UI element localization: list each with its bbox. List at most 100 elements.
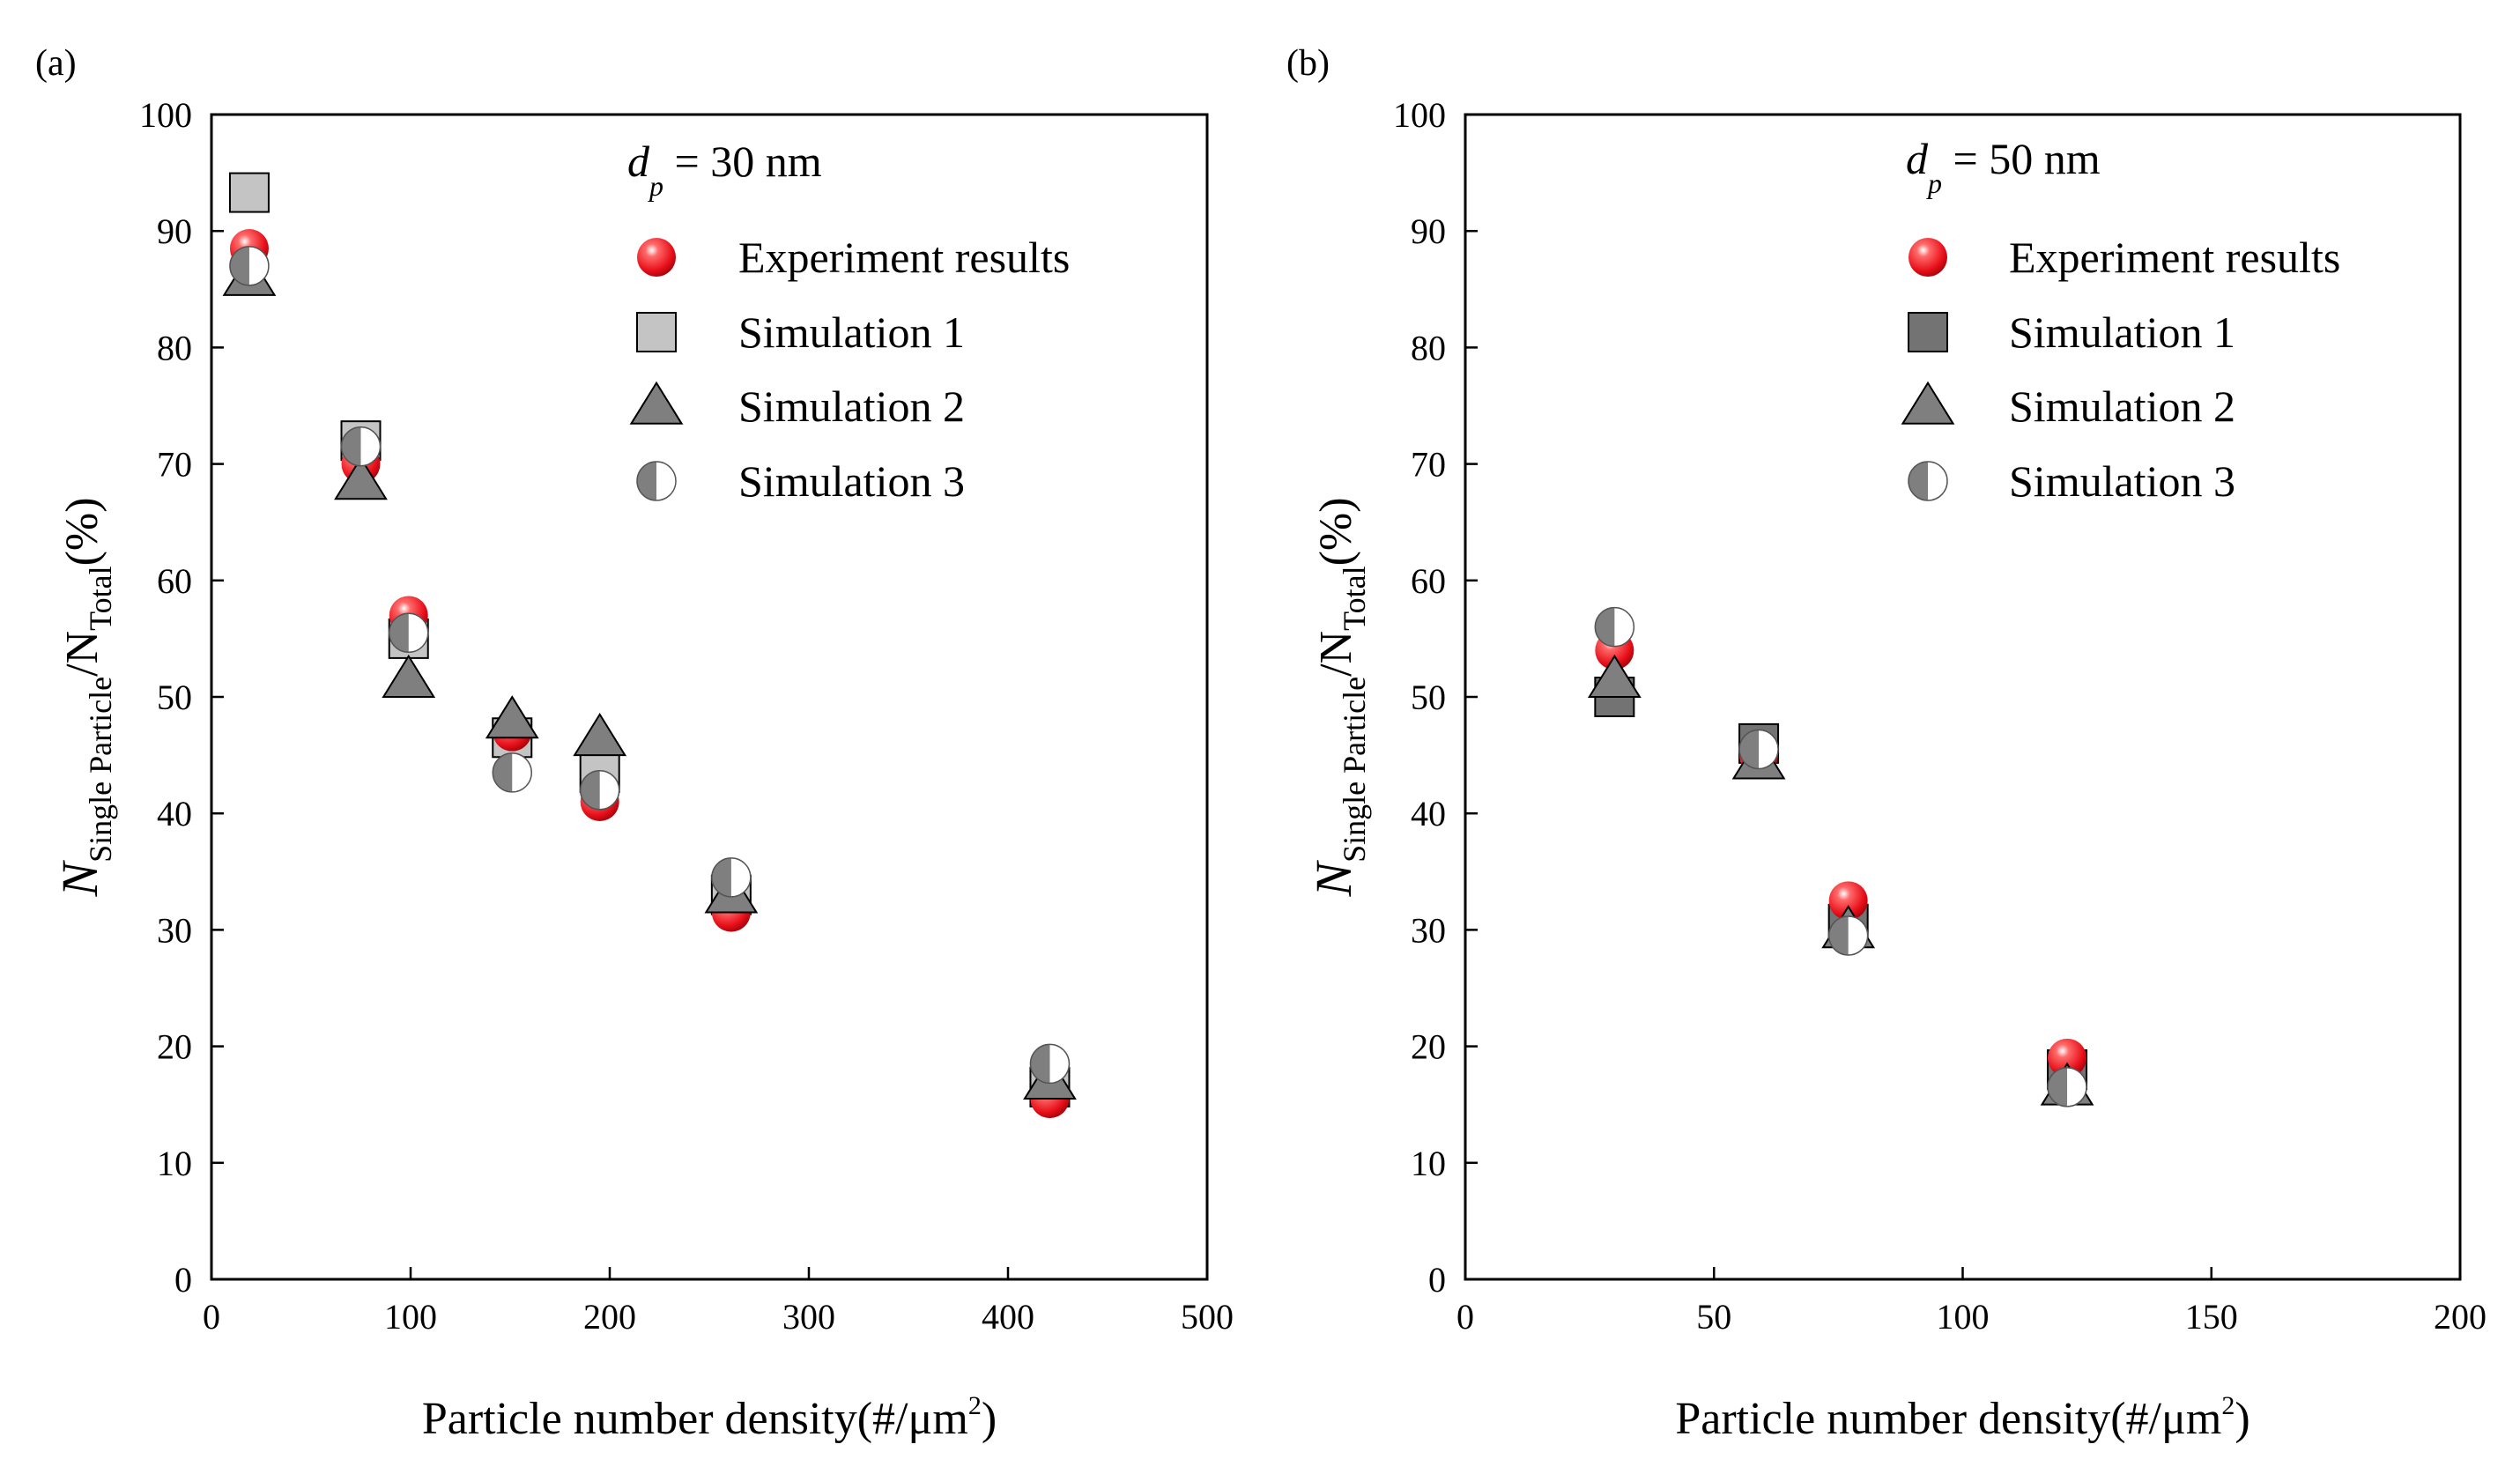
y-tick-label: 80: [1411, 328, 1446, 367]
x-tick-label: 100: [1937, 1297, 1990, 1337]
data-point-half-circle: [2047, 1067, 2087, 1107]
data-point-half-circle-outline: [579, 770, 620, 811]
y-axis-label: NSingle Particle/NTotal(%): [51, 497, 118, 897]
data-point-half-circle-outline: [1594, 606, 1635, 648]
y-tick-label: 70: [157, 445, 192, 485]
data-point-half-circle-dark-half: [1595, 607, 1615, 647]
data-point-triangle: [573, 712, 627, 757]
x-axis-label-sup: 2: [968, 1391, 982, 1420]
data-point-square: [228, 172, 270, 213]
legend-marker: [1908, 312, 1948, 352]
x-tick-label: 200: [2434, 1297, 2487, 1337]
x-axis-label: Particle number density(#/μm2): [422, 1391, 997, 1444]
data-point-triangle: [1587, 654, 1642, 698]
data-point-half-circle-dark-half: [1739, 730, 1760, 769]
y-tick-label: 40: [1411, 794, 1446, 833]
data-point-half-circle-dark-half: [229, 246, 249, 285]
legend-marker-dark-half: [637, 462, 656, 500]
data-point-half-circle: [388, 612, 429, 654]
y-tick-label: 100: [1393, 95, 1446, 135]
legend-marker: [637, 238, 676, 277]
data-point-half-circle-dark-half: [1828, 916, 1849, 956]
y-axis-label-tail: (%): [1311, 497, 1361, 566]
data-point-half-circle-dark-half: [711, 857, 731, 897]
data-point-half-circle-outline: [2047, 1067, 2087, 1107]
y-axis-label-sub2: Total: [1337, 566, 1372, 630]
x-axis-label-text: Particle number density(#/μm: [1675, 1394, 2221, 1444]
panel-label: (a): [35, 43, 77, 84]
data-point-half-circle-outline: [388, 612, 429, 654]
legend-marker-outline: [1908, 461, 1948, 501]
panel-a-chart: (a) 0 10 20 30 40 50 60 70 80 90 100 0 100 200 300 400 50…: [35, 43, 1234, 1444]
y-axis-label-sub: Single Particle: [1337, 677, 1372, 863]
y-tick-label: 90: [1411, 211, 1446, 251]
x-axis-label-close: ): [982, 1394, 997, 1444]
legend-label: Simulation 2: [2009, 381, 2235, 431]
y-axis-label-main: N: [1305, 860, 1362, 898]
y-tick-label: 0: [174, 1260, 192, 1300]
legend-marker: [636, 461, 677, 501]
data-point-half-circle: [1029, 1043, 1071, 1085]
y-tick-label: 60: [1411, 561, 1446, 601]
data-point-sphere: [1828, 881, 1868, 921]
legend-marker: [1908, 461, 1948, 501]
y-tick-label: 20: [157, 1027, 192, 1067]
data-point-triangle: [485, 695, 539, 739]
y-tick-label: 30: [1411, 910, 1446, 950]
data-point-half-circle-dark-half: [493, 752, 513, 792]
y-axis-label: NSingle Particle/NTotal(%): [1305, 497, 1372, 897]
data-point-half-circle-outline: [492, 752, 533, 793]
annotation-text: = 30 nm: [663, 137, 822, 186]
y-tick-label: 0: [1428, 1260, 1446, 1300]
data-point-half-circle: [711, 857, 752, 898]
legend-label: Simulation 3: [738, 456, 965, 506]
legend-label: Simulation 1: [738, 307, 965, 357]
data-point-half-circle-dark-half: [341, 426, 361, 466]
data-point-half-circle-outline: [229, 246, 270, 286]
x-tick-label: 50: [1696, 1297, 1731, 1337]
data-point-half-circle: [340, 426, 382, 467]
data-point-triangle: [382, 654, 436, 698]
annotation-text: = 50 nm: [1942, 134, 2101, 183]
y-axis-label-sub: Single Particle: [83, 677, 118, 863]
annotation-subscript: p: [1926, 167, 1942, 199]
data-point-half-circle-outline: [340, 426, 382, 467]
x-tick-label: 400: [982, 1297, 1034, 1337]
x-tick-label: 0: [1456, 1297, 1474, 1337]
x-tick-label: 500: [1181, 1297, 1234, 1337]
y-axis-label-mid: /N: [57, 631, 107, 677]
legend-label: Simulation 3: [2009, 456, 2235, 506]
data-point-half-circle-outline: [1827, 915, 1869, 956]
data-point-half-circle: [492, 752, 533, 793]
x-tick-label: 150: [2185, 1297, 2238, 1337]
legend-label: Experiment results: [738, 233, 1070, 282]
data-point-half-circle: [579, 770, 620, 811]
legend-marker-dark-half: [1909, 462, 1928, 500]
diameter-annotation: dp = 30 nm: [627, 137, 822, 202]
data-point-half-circle-outline: [1029, 1043, 1071, 1085]
legend-label: Simulation 1: [2009, 307, 2235, 357]
legend-marker-outline: [636, 461, 677, 501]
legend-label: Simulation 2: [738, 381, 965, 431]
y-tick-label: 90: [157, 211, 192, 251]
y-tick-label: 50: [157, 678, 192, 717]
y-tick-label: 100: [139, 95, 192, 135]
annotation-subscript: p: [648, 170, 663, 202]
panel-b-chart: (b) 0 10 20 30 40 50 60 70 80 90 100 0 50 100 150 200 Par…: [1286, 43, 2487, 1444]
data-point-half-circle: [1827, 915, 1869, 956]
y-axis-label-tail: (%): [57, 497, 107, 566]
data-point-sphere: [2048, 1038, 2087, 1078]
y-axis-label-sub2: Total: [83, 566, 118, 630]
y-tick-label: 10: [157, 1144, 192, 1183]
y-axis-label-mid: /N: [1311, 631, 1361, 677]
legend-marker: [629, 381, 684, 425]
x-tick-label: 100: [384, 1297, 437, 1337]
data-point-half-circle: [1738, 729, 1779, 770]
data-point-half-circle-outline: [711, 857, 752, 898]
x-axis-label: Particle number density(#/μm2): [1675, 1391, 2249, 1444]
y-tick-label: 10: [1411, 1144, 1446, 1183]
y-tick-label: 60: [157, 561, 192, 601]
x-axis-label-close: ): [2235, 1394, 2249, 1444]
y-tick-label: 50: [1411, 678, 1446, 717]
x-axis-label-sup: 2: [2221, 1391, 2235, 1420]
